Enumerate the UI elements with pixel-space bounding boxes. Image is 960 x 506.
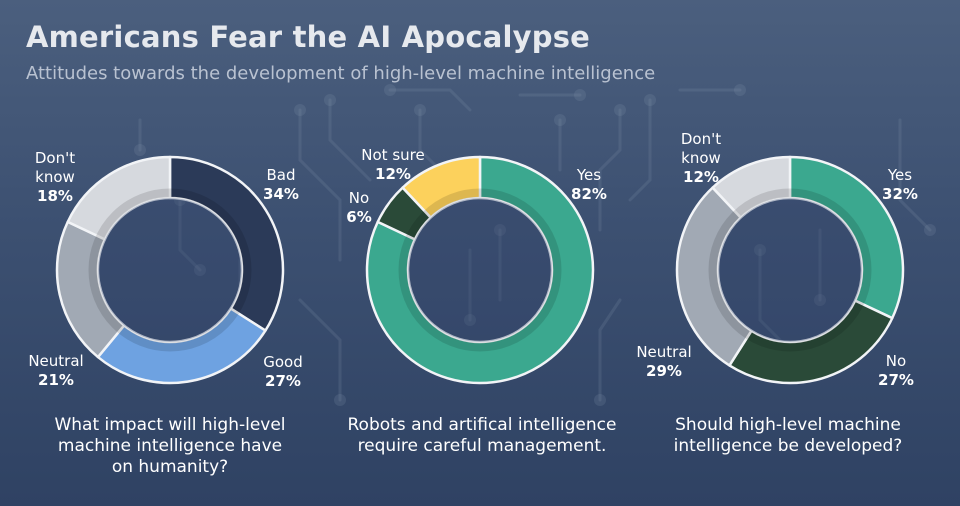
caption-line: What impact will high-level [54,415,286,435]
caption-impact: What impact will high-level machine inte… [20,415,320,478]
slice-yes [788,155,905,320]
data-label-no: No 6% [346,189,371,226]
caption-developed: Should high-level machine intelligence b… [638,415,938,457]
caption-line: Should high-level machine [675,415,901,435]
slice-not-sure [401,155,482,219]
donut-chart-1: Bad 34% Good 27% Neutral 21% Don't know 18% [28,149,302,390]
slice-yes [365,155,595,385]
donut-inner-shadow [398,188,562,352]
donut-chart-2: Yes 82% No 6% Not sure 12% [346,146,607,385]
caption-line: machine intelligence have [57,436,283,456]
donut-hole [98,198,242,342]
data-label-neutral: Neutral 29% [636,343,691,380]
caption-line: Robots and artifical intelligence [347,415,617,435]
data-label-dont-know: Don't know 18% [35,149,75,205]
donut-hole [408,198,552,342]
data-label-yes: Yes 32% [882,166,918,203]
donut-inner-shadow [88,188,252,352]
donut-hole [718,198,862,342]
data-label-no: No 27% [878,352,914,389]
data-label-dont-know: Don't know 12% [681,130,721,186]
caption-line: intelligence be developed? [673,436,903,456]
donut-chart-3: Yes 32% No 27% Neutral 29% Don't know 12% [636,130,918,389]
slice-dont-know [711,155,792,219]
data-label-not-sure: Not sure 12% [361,146,424,183]
data-label-neutral: Neutral 21% [28,352,83,389]
data-label-yes: Yes 82% [571,166,607,203]
data-label-good: Good 27% [263,353,303,390]
donut-inner-shadow [708,188,872,352]
caption-line: on humanity? [111,457,229,477]
chart-subtitle: Attitudes towards the development of hig… [26,63,656,84]
slice-neutral [675,186,753,367]
slice-bad [168,155,285,332]
slice-dont-know [66,155,172,241]
caption-line: require careful management. [357,436,607,456]
chart-title: Americans Fear the AI Apocalypse [26,20,591,54]
caption-management: Robots and artifical intelligence requir… [332,415,632,457]
data-label-bad: Bad 34% [263,166,299,203]
